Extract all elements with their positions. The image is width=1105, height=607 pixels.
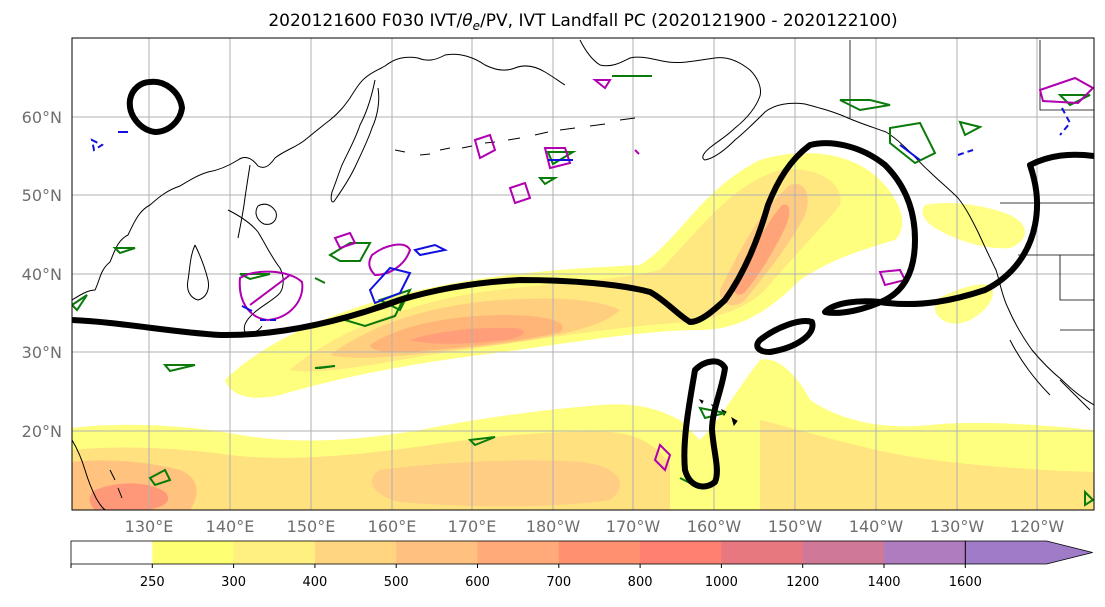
aleutian-islands [394, 117, 636, 156]
colorbar-tick-label: 1200 [786, 575, 819, 590]
map-gridlines [72, 38, 1094, 510]
landfall-south-ring [681, 358, 728, 490]
ivt-nw-coast [922, 203, 1025, 249]
ivt-plume-n-700 [734, 204, 790, 295]
longitude-label: 140°E [206, 517, 255, 536]
colorbar-segment [233, 541, 316, 564]
colorbar-tick-label: 700 [546, 575, 571, 590]
title-theta: θ [462, 11, 473, 31]
colorbar-segment [558, 541, 641, 564]
landfall-central-ring [754, 318, 816, 355]
colorbar-segment [71, 541, 153, 564]
colorbar-segment [477, 541, 560, 564]
ivt-shading [72, 153, 1094, 510]
longitude-label: 140°W [849, 517, 904, 536]
longitude-label: 150°E [287, 517, 336, 536]
map-panel [71, 37, 1095, 511]
colorbar-segment [640, 541, 722, 564]
colorbar-segments [70, 540, 1093, 565]
map-frame [71, 37, 1095, 511]
pv-negative-contours [90, 107, 1072, 321]
colorbar-extend-arrow [964, 540, 1093, 565]
kamchatka-coastline [330, 79, 380, 203]
title-suffix: /PV, IVT Landfall PC (2020121900 - 20201… [480, 11, 898, 31]
baja-coastline [1009, 339, 1091, 411]
colorbar-tick-label: 1000 [705, 575, 738, 590]
colorbar-tick-label: 250 [140, 575, 165, 590]
colorbar-segment [802, 541, 885, 564]
longitude-label: 120°W [1010, 517, 1065, 536]
longitude-label: 170°W [606, 517, 661, 536]
colorbar-tick-label: 500 [384, 575, 409, 590]
longitude-label: 160°E [368, 517, 417, 536]
asia-coastline [72, 40, 566, 301]
colorbar-tick-label: 1400 [867, 575, 900, 590]
latitude-label: 40°N [22, 265, 62, 284]
colorbar-segment [721, 541, 804, 564]
colorbar-tick-label: 1600 [949, 575, 982, 590]
alaska-coastline [579, 39, 1094, 406]
latitude-label: 20°N [22, 422, 62, 441]
korea-coastline [187, 244, 209, 301]
colorbar-tick-label: 600 [465, 575, 490, 590]
colorbar-ticks: 250 300 400 500 600 700 800 1000 1200 1400 1600 [70, 564, 982, 590]
longitude-label: 150°W [768, 517, 823, 536]
longitude-labels: 130°E 140°E 150°E 160°E 170°E 180°W 170°W 160°W… [125, 517, 1065, 536]
philippines-coastline [72, 439, 123, 510]
colorbar-tick-label: 300 [221, 575, 246, 590]
title-subscript: e [473, 19, 480, 33]
landfall-nw-ring [126, 78, 185, 135]
sakhalin-coastline [237, 164, 251, 239]
longitude-label: 180°W [526, 517, 581, 536]
hokkaido-coastline [255, 203, 277, 225]
figure-title: 2020121600 F030 IVT/θe/PV, IVT Landfall … [268, 11, 897, 33]
colorbar-segment [396, 541, 478, 564]
north-america-border [849, 40, 1094, 331]
coastlines [72, 39, 1094, 510]
latitude-label: 50°N [22, 186, 62, 205]
ivt-subtropical-e-400 [760, 420, 1094, 510]
colorbar-outline [70, 540, 966, 565]
ivt-subtropical-mid-500 [371, 460, 620, 507]
title-prefix: 2020121600 F030 IVT/ [268, 11, 462, 31]
latitude-label: 60°N [22, 108, 62, 127]
colorbar-segment [884, 541, 966, 564]
colorbar: 250 300 400 500 600 700 800 1000 1200 1400 1600 [70, 540, 1093, 590]
colorbar-segment [152, 541, 235, 564]
colorbar-segment [314, 541, 397, 564]
ivt-plume-800 [410, 327, 524, 344]
longitude-label: 130°W [930, 517, 985, 536]
longitude-label: 160°W [687, 517, 742, 536]
longitude-label: 130°E [125, 517, 174, 536]
colorbar-tick-label: 800 [628, 575, 653, 590]
colorbar-tick-label: 400 [302, 575, 327, 590]
landfall-probability-contour [72, 78, 1094, 490]
longitude-label: 170°E [448, 517, 497, 536]
latitude-labels: 60°N 50°N 40°N 30°N 20°N [22, 108, 62, 441]
latitude-label: 30°N [22, 343, 62, 362]
landfall-main-contour [72, 140, 1094, 339]
